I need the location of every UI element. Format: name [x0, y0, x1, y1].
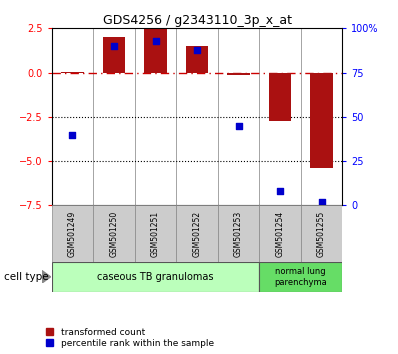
Text: GSM501252: GSM501252 [193, 211, 201, 257]
Bar [144, 29, 167, 73]
Bar [185, 46, 209, 73]
Bar [135, 205, 176, 262]
Point [277, 188, 283, 194]
Point [69, 132, 76, 137]
Legend: transformed count, percentile rank within the sample: transformed count, percentile rank withi… [44, 326, 215, 349]
Text: GSM501250: GSM501250 [109, 211, 119, 257]
Point [194, 47, 200, 52]
Text: normal lung
parenchyma: normal lung parenchyma [274, 267, 327, 287]
Bar [52, 262, 259, 292]
Bar [93, 205, 135, 262]
Bar [176, 205, 218, 262]
Bar [52, 205, 93, 262]
Bar [61, 72, 84, 73]
Bar [259, 205, 301, 262]
Bar [227, 73, 250, 75]
Bar [269, 73, 291, 121]
Text: GSM501253: GSM501253 [234, 211, 243, 257]
Bar [218, 205, 259, 262]
Bar [301, 205, 342, 262]
Text: GSM501249: GSM501249 [68, 211, 77, 257]
Text: GSM501255: GSM501255 [317, 211, 326, 257]
Point [111, 43, 117, 49]
Text: GSM501251: GSM501251 [151, 211, 160, 257]
Text: GSM501254: GSM501254 [275, 211, 285, 257]
Bar [103, 37, 125, 73]
Bar [259, 262, 342, 292]
Bar [310, 73, 333, 168]
Polygon shape [42, 270, 51, 283]
Title: GDS4256 / g2343110_3p_x_at: GDS4256 / g2343110_3p_x_at [103, 14, 291, 27]
Text: cell type: cell type [4, 272, 49, 282]
Point [152, 38, 159, 44]
Text: caseous TB granulomas: caseous TB granulomas [97, 272, 214, 282]
Point [318, 199, 325, 205]
Point [235, 123, 242, 129]
